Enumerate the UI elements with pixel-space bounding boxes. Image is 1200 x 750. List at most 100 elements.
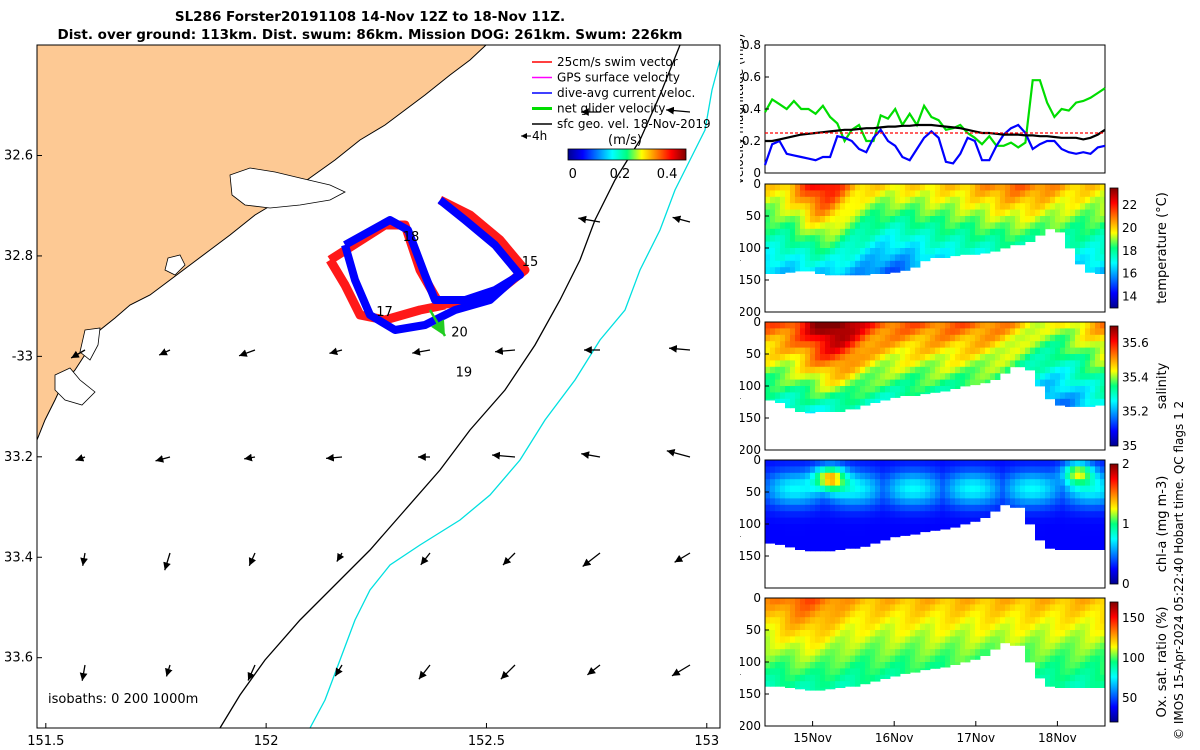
section-cell (845, 630, 851, 637)
section-cell (960, 366, 966, 374)
section-cell (930, 341, 936, 348)
section-cell (1070, 636, 1076, 644)
section-cell (795, 241, 801, 249)
section-cell (905, 492, 911, 499)
section-cell (835, 472, 841, 480)
section-cell (905, 216, 911, 223)
section-cell (965, 492, 971, 499)
section-cell (1065, 492, 1071, 499)
section-cell (1075, 472, 1081, 480)
section-cell (1050, 373, 1056, 380)
time-xtick-label: 16Nov (875, 731, 914, 745)
section-cell (845, 668, 851, 676)
section-cell (1015, 222, 1021, 230)
section-cell (1035, 492, 1041, 499)
section-cell (795, 328, 801, 336)
section-cell (1070, 334, 1076, 342)
section-cell (980, 196, 986, 204)
section-cell (960, 492, 966, 499)
section-cell (1070, 360, 1076, 368)
section-cell (810, 530, 816, 538)
section-cell (880, 322, 886, 329)
section-cell (1075, 617, 1081, 624)
section-cell (805, 492, 811, 499)
section-cell (1050, 334, 1056, 342)
section-cell (895, 347, 901, 355)
section-cell (925, 479, 931, 486)
section-cell (860, 617, 866, 624)
section-cell (1090, 649, 1096, 656)
section-cell (965, 655, 971, 663)
section-cell (990, 196, 996, 204)
section-cell (855, 642, 861, 650)
section-cell (1040, 472, 1046, 480)
section-cell (915, 322, 921, 329)
section-cell (995, 366, 1001, 374)
section-cell (1030, 642, 1036, 650)
section-cell (800, 630, 806, 637)
section-cell (780, 341, 786, 348)
section-cell (895, 235, 901, 242)
section-cell (905, 354, 911, 361)
section-cell (1090, 504, 1096, 512)
section-cell (770, 222, 776, 230)
section-cell (1050, 184, 1056, 191)
section-cell (1075, 524, 1081, 531)
section-cell (855, 360, 861, 368)
section-cell (860, 254, 866, 262)
section-cell (795, 398, 801, 406)
section-cell (930, 485, 936, 493)
section-cell (985, 216, 991, 223)
section-cell (1055, 466, 1061, 474)
section-cell (895, 260, 901, 268)
section-cell (885, 524, 891, 531)
section-cell (1030, 598, 1036, 605)
section-cell (1085, 398, 1091, 406)
section-cell (790, 328, 796, 336)
section-cell (835, 184, 841, 191)
section-cell (810, 610, 816, 618)
section-cell (870, 655, 876, 663)
section-cell (905, 328, 911, 336)
section-cell (810, 235, 816, 242)
section-cell (1025, 598, 1031, 605)
section-cell (805, 228, 811, 236)
section-cell (855, 623, 861, 631)
section-cell (1050, 504, 1056, 512)
section-cell (910, 360, 916, 368)
section-cell (1095, 636, 1101, 644)
section-cell (1030, 222, 1036, 230)
section-cell (1050, 485, 1056, 493)
section-cell (1085, 203, 1091, 210)
section-cell (1065, 392, 1071, 400)
section-cell (845, 543, 851, 549)
section-cell (1055, 479, 1061, 486)
section-cell (785, 649, 791, 656)
section-cell (1025, 655, 1031, 663)
section-cell (790, 536, 796, 544)
section-cell (1025, 322, 1031, 329)
section-cell (955, 598, 961, 605)
section-cell (930, 642, 936, 650)
section-cell (1035, 366, 1041, 374)
section-cell (1080, 662, 1086, 669)
section-cell (825, 466, 831, 474)
section-cell (990, 334, 996, 342)
section-cell (905, 655, 911, 663)
section-cell (805, 668, 811, 676)
section-cell (785, 668, 791, 676)
section-cell (970, 642, 976, 650)
section-cell (780, 674, 786, 682)
section-cell (865, 360, 871, 368)
section-cell (880, 222, 886, 230)
section-cell (795, 492, 801, 499)
section-cell (915, 190, 921, 198)
section-cell (1020, 479, 1026, 486)
section-cell (765, 222, 771, 230)
section-cell (1090, 485, 1096, 493)
section-cell (885, 398, 891, 401)
section-cell (795, 504, 801, 512)
section-cell (1100, 222, 1106, 230)
section-cell (1075, 322, 1081, 329)
section-cell (850, 322, 856, 329)
